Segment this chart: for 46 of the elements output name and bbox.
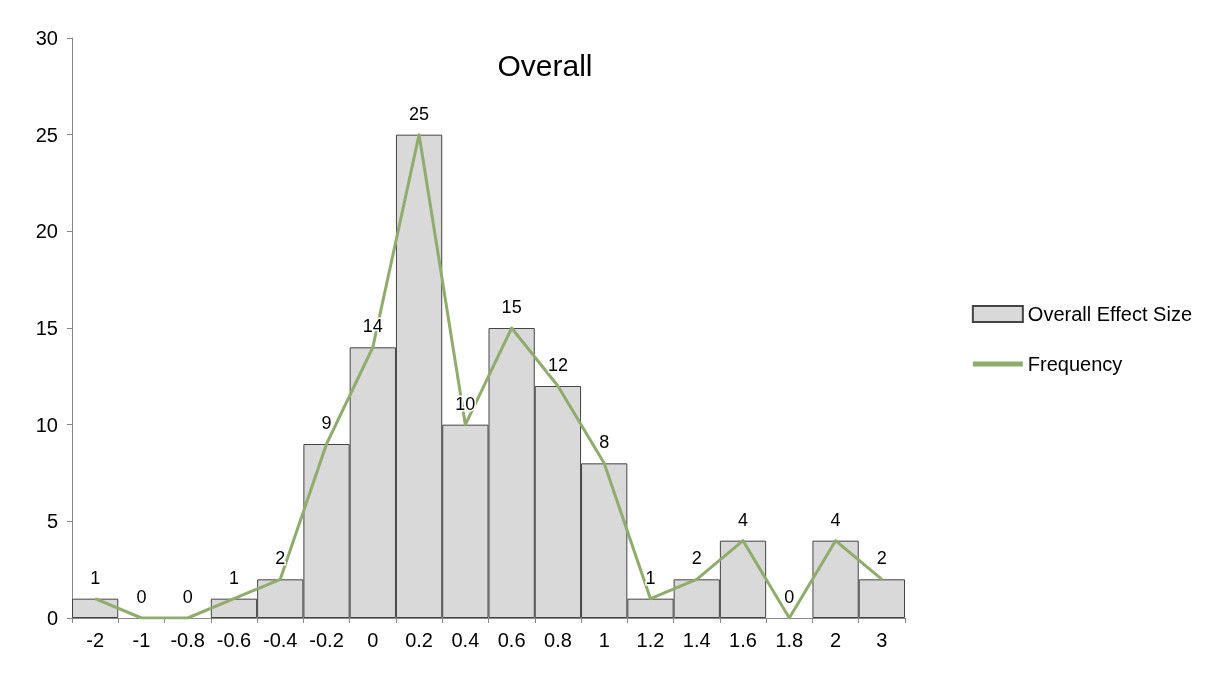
data-label: 1 [645, 567, 656, 588]
data-label: 0 [136, 587, 147, 607]
data-label: 2 [876, 548, 887, 569]
x-tick-label: 0.2 [405, 629, 433, 651]
data-label: 1 [90, 567, 101, 588]
data-label: 2 [691, 548, 702, 569]
data-label: 9 [321, 413, 332, 433]
data-label: 8 [599, 432, 610, 453]
y-tick-label: 15 [35, 317, 58, 339]
data-label: 12 [547, 355, 568, 375]
y-tick-label: 25 [35, 123, 58, 146]
data-label: 0 [182, 587, 193, 607]
data-label: 4 [738, 509, 749, 530]
data-label: 15 [501, 297, 522, 317]
x-tick-label: 0 [367, 629, 379, 651]
x-tick-label: -0.8 [170, 629, 205, 651]
x-tick-label: 0.6 [497, 629, 526, 651]
y-tick-label: 20 [35, 220, 58, 243]
data-label: 25 [409, 103, 430, 124]
x-tick-label: -2 [86, 629, 105, 651]
data-label: 4 [830, 509, 841, 530]
x-tick-label: -1 [132, 629, 151, 651]
x-tick-label: 0.4 [451, 629, 480, 651]
line-series [93, 133, 884, 620]
data-label: 1 [228, 567, 239, 588]
x-tick-label: 0.8 [544, 629, 572, 651]
x-tick-label: 1.2 [636, 629, 665, 651]
data-label: 0 [784, 587, 795, 607]
x-tick-label: 1 [598, 629, 610, 651]
x-tick-label: -0.4 [263, 629, 298, 651]
data-label: 2 [275, 548, 286, 569]
x-tick-label: -0.2 [309, 629, 344, 651]
x-tick-label: 1.4 [682, 629, 711, 651]
y-tick-label: 30 [35, 27, 58, 49]
x-tick-label: 3 [876, 629, 888, 651]
y-tick-label: 5 [46, 510, 58, 533]
x-tick-label: 1.6 [729, 629, 757, 651]
x-tick-label: 1.8 [775, 629, 804, 651]
chart-title: Overall [497, 48, 593, 82]
y-tick-label: 10 [35, 413, 58, 436]
legend-label: Frequency [1027, 353, 1123, 375]
bar [72, 598, 119, 618]
x-tick-label: 2 [830, 629, 842, 651]
x-tick-label: -0.6 [216, 629, 252, 651]
legend-label: Overall Effect Size [1027, 303, 1192, 325]
y-tick-label: 0 [46, 607, 58, 629]
